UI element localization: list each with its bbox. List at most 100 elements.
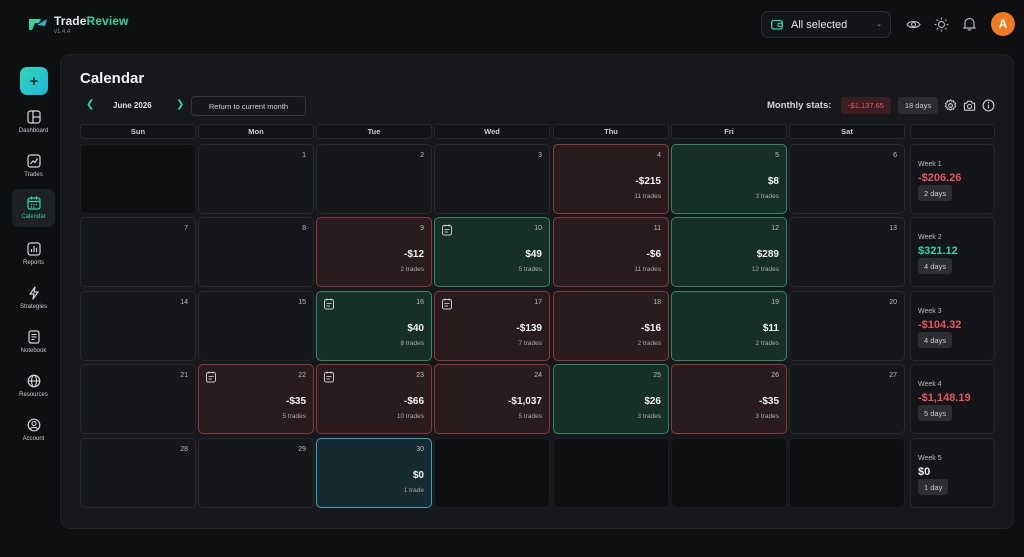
day-pnl: -$215 — [635, 176, 661, 187]
note-icon[interactable] — [323, 298, 335, 310]
day-number: 9 — [420, 225, 424, 232]
week-label: Week 3 — [918, 308, 942, 315]
theme-sun-icon[interactable] — [932, 15, 950, 33]
calendar-day[interactable]: 24 -$1,037 5 trades — [434, 364, 550, 434]
week-label: Week 1 — [918, 161, 942, 168]
sidebar-item-account[interactable]: Account — [12, 411, 55, 449]
globe-icon — [27, 374, 40, 388]
calendar-day[interactable]: 28 — [80, 438, 196, 508]
calendar-day[interactable]: 19 $11 2 trades — [671, 291, 787, 361]
day-number: 30 — [416, 446, 424, 453]
camera-icon[interactable] — [963, 99, 976, 112]
note-icon[interactable] — [441, 298, 453, 310]
settings-gear-icon[interactable] — [944, 99, 957, 112]
day-pnl: -$12 — [403, 249, 424, 260]
app-version: v1.4.4 — [54, 29, 71, 35]
current-month-label: June 2026 — [113, 101, 152, 110]
day-number: 16 — [416, 299, 424, 306]
calendar-day[interactable]: 21 — [80, 364, 196, 434]
calendar-day[interactable]: 12 $289 12 trades — [671, 217, 787, 287]
next-month-button[interactable]: ❯ — [176, 99, 184, 110]
calendar-day[interactable]: 7 — [80, 217, 196, 287]
sidebar-item-calendar[interactable]: Calendar — [12, 189, 55, 227]
sidebar-item-trades[interactable]: Trades — [12, 147, 55, 185]
calendar-day-empty — [789, 438, 905, 508]
week-days-badge: 4 days — [918, 332, 953, 348]
note-icon[interactable] — [205, 371, 217, 383]
calendar-day[interactable]: 29 — [198, 438, 314, 508]
calendar-day[interactable]: 8 — [198, 217, 314, 287]
day-number: 14 — [180, 299, 188, 306]
day-trade-count: 2 trades — [400, 266, 425, 273]
week-label: Week 4 — [918, 381, 942, 388]
calendar-day[interactable]: 6 — [789, 144, 905, 214]
user-avatar[interactable]: A — [991, 12, 1015, 36]
calendar-day[interactable]: 16 $40 8 trades — [316, 291, 432, 361]
day-pnl: $40 — [407, 323, 424, 334]
day-number: 6 — [893, 152, 897, 159]
week-days-badge: 1 day — [918, 479, 949, 495]
calendar-day[interactable]: 1 — [198, 144, 314, 214]
note-icon[interactable] — [441, 224, 453, 236]
calendar-day[interactable]: 2 — [316, 144, 432, 214]
calendar-day[interactable]: 13 — [789, 217, 905, 287]
info-icon[interactable] — [982, 99, 995, 112]
calendar-day[interactable]: 14 — [80, 291, 196, 361]
calendar-day-empty — [553, 438, 669, 508]
day-trade-count: 1 trade — [403, 487, 424, 494]
calendar-day[interactable]: 5 $8 3 trades — [671, 144, 787, 214]
calendar-day[interactable]: 10 $49 5 trades — [434, 217, 550, 287]
sidebar-item-reports[interactable]: Reports — [12, 235, 55, 273]
calendar-day[interactable]: 15 — [198, 291, 314, 361]
notebook-icon — [27, 330, 40, 344]
day-number: 23 — [416, 372, 424, 379]
bell-icon[interactable] — [960, 15, 978, 33]
calendar-day-empty — [671, 438, 787, 508]
app-name-prefix: Trade — [54, 14, 87, 28]
prev-month-button[interactable]: ❮ — [86, 99, 94, 110]
sidebar-item-strategies[interactable]: Strategies — [12, 279, 55, 317]
day-number: 28 — [180, 446, 188, 453]
sidebar-item-label: Notebook — [20, 348, 47, 354]
week-pnl: -$206.26 — [918, 172, 962, 184]
calendar-day[interactable]: 23 -$66 10 trades — [316, 364, 432, 434]
week-days-badge: 5 days — [918, 405, 953, 421]
monthly-stats-label: Monthly stats: — [767, 100, 832, 111]
calendar-day[interactable]: 27 — [789, 364, 905, 434]
calendar-day[interactable]: 18 -$16 2 trades — [553, 291, 669, 361]
day-number: 19 — [771, 299, 779, 306]
calendar-day[interactable]: 25 $26 3 trades — [553, 364, 669, 434]
calendar-day[interactable]: 22 -$35 5 trades — [198, 364, 314, 434]
calendar-day[interactable]: 3 — [434, 144, 550, 214]
sidebar-item-label: Calendar — [21, 214, 46, 220]
calendar-day[interactable]: 20 — [789, 291, 905, 361]
sidebar-item-resources[interactable]: Resources — [12, 367, 55, 405]
week-pnl: -$1,148.19 — [918, 392, 971, 404]
calendar-day[interactable]: 4 -$215 11 trades — [553, 144, 669, 214]
calendar-day[interactable]: 30 $0 1 trade — [316, 438, 432, 508]
note-icon[interactable] — [323, 371, 335, 383]
calendar-day[interactable]: 11 -$6 11 trades — [553, 217, 669, 287]
calendar-day[interactable]: 17 -$139 7 trades — [434, 291, 550, 361]
week-summary: Week 2 $321.12 4 days — [910, 217, 995, 287]
add-trade-button[interactable]: + — [20, 67, 48, 95]
sidebar-item-label: Resources — [19, 392, 48, 398]
dashboard-icon — [26, 110, 41, 124]
reports-icon — [26, 242, 41, 256]
account-select[interactable]: All selected ⌄ — [761, 11, 891, 38]
sidebar-item-dashboard[interactable]: Dashboard — [12, 103, 55, 141]
trades-chart-icon — [26, 154, 41, 168]
return-to-current-month-button[interactable]: Return to current month — [191, 96, 306, 116]
day-number: 24 — [534, 372, 542, 379]
page-title: Calendar — [80, 70, 145, 87]
sidebar-item-notebook[interactable]: Notebook — [12, 323, 55, 361]
day-trade-count: 3 trades — [755, 413, 780, 420]
day-trade-count: 2 trades — [637, 340, 662, 347]
day-number: 17 — [534, 299, 542, 306]
calendar-day[interactable]: 9 -$12 2 trades — [316, 217, 432, 287]
day-pnl: $0 — [412, 470, 424, 481]
day-number: 27 — [889, 372, 897, 379]
eye-icon[interactable] — [904, 15, 922, 33]
calendar-day[interactable]: 26 -$35 3 trades — [671, 364, 787, 434]
app-logo[interactable]: TradeReview v1.4.4 — [28, 14, 128, 35]
